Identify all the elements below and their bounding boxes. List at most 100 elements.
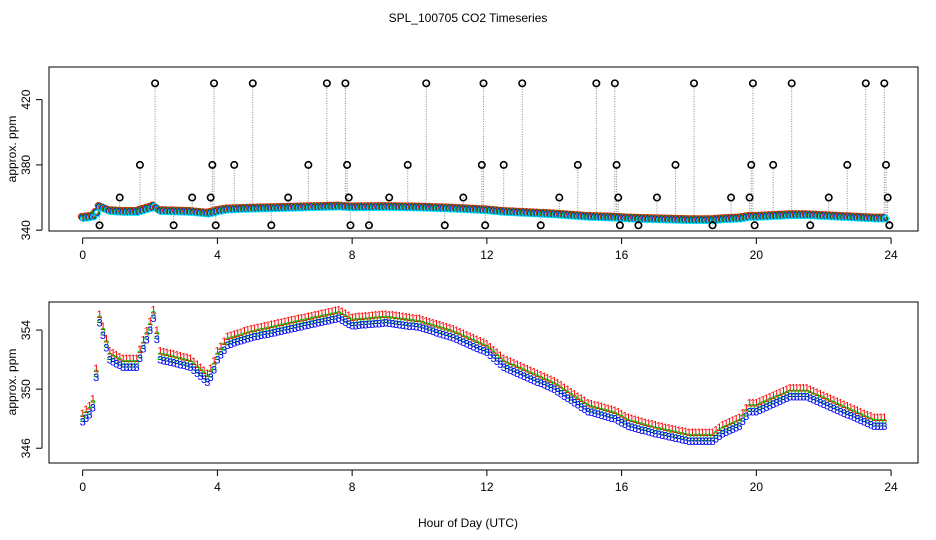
series-2-point: 2: [555, 383, 561, 395]
series-1-point: 1: [696, 427, 702, 439]
series-2-point: 2: [420, 319, 426, 331]
series-2-point: 2: [861, 413, 867, 425]
spike-point: [748, 79, 757, 88]
series-3-point: 3: [191, 365, 197, 377]
series-1-point: 1: [396, 311, 402, 323]
series-2-point: 2: [369, 315, 375, 327]
series-3-point: 3: [238, 336, 244, 348]
spike-point: [230, 160, 239, 169]
series-1-point: 1: [278, 317, 284, 329]
series-2-point: 2: [363, 316, 369, 328]
series-3-point: 3: [837, 406, 843, 418]
spike-point: [169, 221, 178, 230]
series-1-point: 1: [410, 312, 416, 324]
series-2-point: 2: [659, 426, 665, 438]
series-2-point: 2: [629, 418, 635, 430]
series-2-point: 2: [235, 333, 241, 345]
series-2-point: 2: [160, 352, 166, 364]
spike-point: [188, 193, 197, 202]
series-1-point: 1: [379, 309, 385, 321]
series-3-point: 3: [201, 374, 207, 386]
series-2-point: 2: [686, 432, 692, 444]
series-3-point: 3: [807, 393, 813, 405]
series-1-point: 1: [366, 310, 372, 322]
series-1-point: 1: [164, 347, 170, 359]
series-1-point: 1: [262, 321, 268, 333]
series-2-point: 2: [430, 323, 436, 335]
series-1-point: 1: [767, 392, 773, 404]
series-2-point: 2: [595, 405, 601, 417]
series-3-point: 3: [659, 430, 665, 442]
series-2-point: 2: [740, 412, 746, 424]
series-1-point: 1: [332, 305, 338, 317]
series-1-point: 1: [548, 374, 554, 386]
x-axis-label: Hour of Day (UTC): [418, 516, 518, 530]
series-3-point: 3: [747, 406, 753, 418]
series-1-point: 1: [235, 328, 241, 340]
series-1-point: 1: [844, 400, 850, 412]
series-3-point: 3: [592, 408, 598, 420]
series-2-point: 2: [248, 329, 254, 341]
series-3-point: 3: [723, 427, 729, 439]
series-1-point: 1: [784, 384, 790, 396]
spike-point: [95, 221, 104, 230]
series-3-point: 3: [211, 364, 217, 376]
series-1-point: 1: [268, 319, 274, 331]
series-1-point: 1: [858, 406, 864, 418]
series-2-point: 2: [147, 321, 153, 333]
series-2-point: 2: [612, 410, 618, 422]
series-2-point: 2: [349, 317, 355, 329]
series-3-point: 3: [356, 320, 362, 332]
series-3-point: 3: [817, 397, 823, 409]
x-tick-label: 0: [79, 248, 86, 262]
series-2-point: 2: [548, 379, 554, 391]
series-3-point: 3: [241, 335, 247, 347]
series-2-point: 2: [656, 426, 662, 438]
series-3-point: 3: [322, 316, 328, 328]
series-1-point: 1: [595, 400, 601, 412]
series-1-point: 1: [504, 355, 510, 367]
series-2-point: 2: [386, 314, 392, 326]
series-3-point: 3: [511, 366, 517, 378]
series-2-point: 2: [521, 367, 527, 379]
series-3-point: 3: [743, 411, 749, 423]
series-2-point: 2: [379, 314, 385, 326]
series-3-point: 3: [625, 421, 631, 433]
series-1-point: 1: [817, 389, 823, 401]
series-3-point: 3: [440, 329, 446, 341]
series-1-point: 1: [336, 304, 342, 316]
series-2-point: 2: [575, 396, 581, 408]
series-3-point: 3: [447, 331, 453, 343]
series-2-point: 2: [117, 356, 123, 368]
series-2-point: 2: [410, 318, 416, 330]
series-3-point: 3: [255, 331, 261, 343]
series-3-point: 3: [585, 406, 591, 418]
series-3-point: 3: [359, 320, 365, 332]
series-3-point: 3: [450, 332, 456, 344]
spike-point: [115, 193, 124, 202]
series-1-point: 1: [329, 306, 335, 318]
series-1-point: 1: [123, 353, 129, 365]
series-3-point: 3: [369, 319, 375, 331]
y-tick-label: 350: [19, 379, 33, 399]
series-2-point: 2: [649, 424, 655, 436]
series-2-point: 2: [275, 323, 281, 335]
series-1-point: 1: [780, 386, 786, 398]
series-3-point: 3: [312, 318, 318, 330]
series-2-point: 2: [470, 338, 476, 350]
series-3-point: 3: [760, 403, 766, 415]
series-1-point: 1: [507, 356, 513, 368]
series-1-point: 1: [689, 427, 695, 439]
series-2-point: 2: [457, 332, 463, 344]
series-1-point: 1: [231, 329, 237, 341]
series-3-point: 3: [123, 362, 129, 374]
series-3-point: 3: [487, 350, 493, 362]
series-1-point: 1: [575, 391, 581, 403]
bottom-y-axis: 346 350 354: [19, 320, 43, 458]
spike-point: [341, 79, 350, 88]
series-1-point: 1: [309, 310, 315, 322]
series-2-point: 2: [747, 403, 753, 415]
series-3-point: 3: [841, 408, 847, 420]
series-1-point: 1: [134, 353, 140, 365]
series-2-point: 2: [797, 388, 803, 400]
